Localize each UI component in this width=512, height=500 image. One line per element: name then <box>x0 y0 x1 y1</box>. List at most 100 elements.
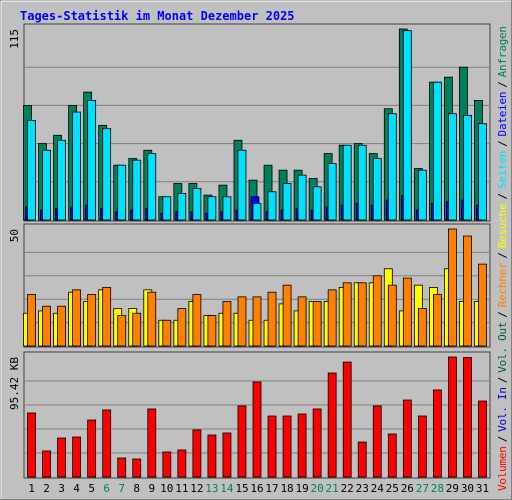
bar <box>72 289 82 347</box>
bar <box>297 296 307 347</box>
bar <box>162 451 172 478</box>
x-tick-label: 29 <box>446 482 459 495</box>
legend: Volumen / Vol. In / Vol. Out / Rechner / Besuche… <box>496 26 509 491</box>
x-tick-label: 7 <box>118 482 125 495</box>
bar <box>132 458 142 478</box>
bar <box>72 436 82 478</box>
bar <box>192 294 202 347</box>
legend-separator: / <box>496 193 509 200</box>
bar <box>357 282 367 347</box>
legend-separator: / <box>496 377 509 384</box>
bar <box>102 409 112 478</box>
bar <box>372 158 382 221</box>
bar <box>27 119 36 221</box>
bar <box>207 315 217 347</box>
x-tick-label: 4 <box>73 482 80 495</box>
legend-separator: / <box>496 311 509 318</box>
bar <box>463 357 472 478</box>
bar <box>463 114 472 221</box>
bar <box>312 408 322 478</box>
legend-entry: Vol. In <box>496 387 509 432</box>
bar <box>387 113 397 221</box>
x-tick-label: 16 <box>250 482 263 495</box>
bar <box>327 163 337 221</box>
bar <box>87 100 97 221</box>
x-tick-label: 15 <box>235 482 248 495</box>
legend-entry: Besuche <box>496 203 509 248</box>
x-tick-label: 11 <box>175 482 188 495</box>
bar <box>207 434 217 478</box>
x-tick-label: 10 <box>160 482 173 495</box>
y-tick-label: 50 <box>8 229 21 242</box>
x-tick-label: 2 <box>43 482 50 495</box>
bar <box>312 186 322 221</box>
x-tick-label: 3 <box>58 482 65 495</box>
bar <box>282 415 292 478</box>
bar <box>312 301 322 347</box>
bar <box>27 294 36 347</box>
bar <box>237 405 247 478</box>
bar <box>252 296 262 347</box>
x-tick-label: 30 <box>461 482 474 495</box>
bar <box>42 450 51 478</box>
bar <box>162 196 172 221</box>
x-tick-label: 31 <box>476 482 489 495</box>
bar <box>177 449 187 478</box>
bar <box>222 432 232 478</box>
x-tick-label: 14 <box>220 482 234 495</box>
bar <box>267 291 277 347</box>
legend-entry: Rechner <box>496 262 509 307</box>
bar <box>463 235 472 347</box>
bar <box>252 202 262 221</box>
legend-separator: / <box>496 81 509 88</box>
bar <box>417 169 427 221</box>
x-tick-label: 19 <box>295 482 308 495</box>
bar <box>448 356 457 478</box>
bar <box>87 294 97 347</box>
x-tick-label: 6 <box>103 482 110 495</box>
bar <box>402 399 412 478</box>
bar <box>432 294 442 347</box>
bar <box>147 291 157 347</box>
bar <box>448 113 457 221</box>
bar <box>87 419 97 478</box>
bar <box>402 30 412 221</box>
bar <box>222 301 232 347</box>
bar <box>237 296 247 347</box>
bar <box>282 284 292 347</box>
bar <box>357 144 367 221</box>
y-tick-label: 95.42 KB <box>8 357 21 410</box>
bar <box>402 277 412 347</box>
bar <box>72 111 82 221</box>
x-tick-label: 1 <box>28 482 35 495</box>
bar <box>102 128 112 221</box>
x-tick-label: 12 <box>190 482 203 495</box>
bar <box>417 308 427 347</box>
bar <box>147 408 157 478</box>
bar <box>27 412 36 478</box>
chart-title: Tages-Statistik im Monat Dezember 2025 <box>20 9 295 23</box>
bar <box>432 389 442 478</box>
bar <box>207 196 217 221</box>
x-tick-label: 23 <box>356 482 369 495</box>
bar <box>57 437 66 478</box>
x-tick-label: 27 <box>416 482 429 495</box>
bar <box>297 413 307 478</box>
legend-entry: Dateien <box>496 91 509 136</box>
bar <box>192 429 202 478</box>
x-tick-label: 8 <box>133 482 140 495</box>
bar <box>267 191 277 221</box>
y-tick-label: 115 <box>8 29 21 49</box>
bar <box>117 315 127 347</box>
bar <box>192 188 202 221</box>
bar <box>432 81 442 221</box>
bar <box>222 196 232 221</box>
bar <box>342 282 352 347</box>
x-tick-label: 9 <box>148 482 155 495</box>
bar <box>448 228 457 347</box>
bar <box>132 159 142 221</box>
bar <box>267 415 277 478</box>
legend-entry: Vol. Out <box>496 321 509 372</box>
bar <box>478 400 487 478</box>
